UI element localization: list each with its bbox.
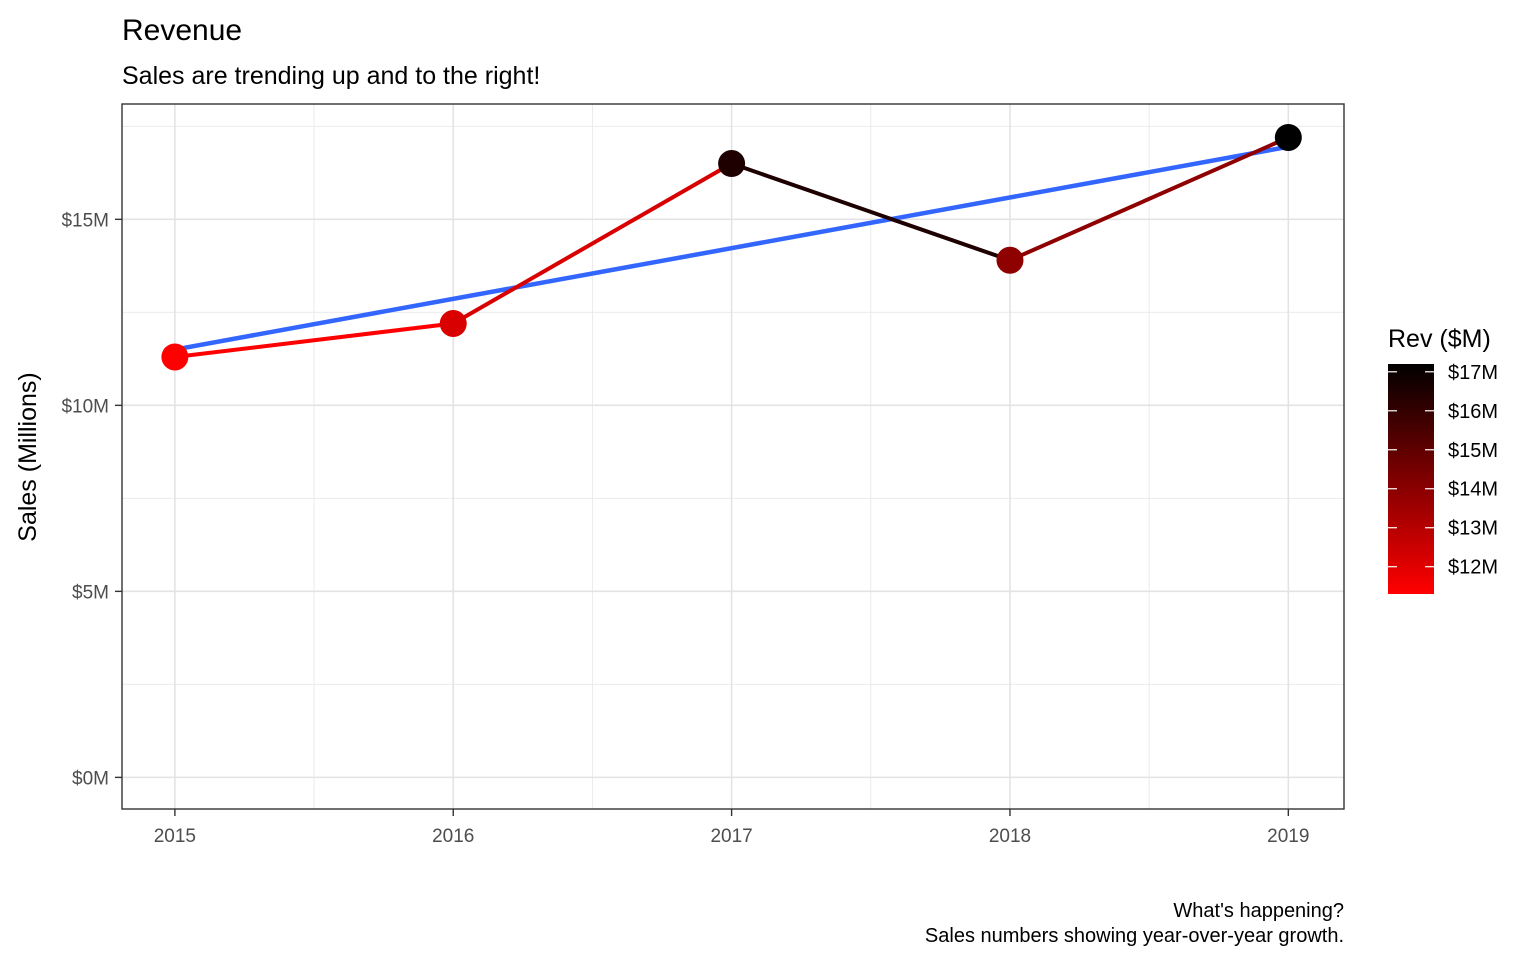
- trend-line-layer: [172, 144, 1291, 352]
- legend-colorbar: [1388, 364, 1434, 594]
- color-legend: Rev ($M) $12M $13M $14M $15M $16M $17M: [1388, 325, 1498, 594]
- y-tick-label: $5M: [72, 582, 109, 603]
- caption: What's happening? Sales numbers showing y…: [925, 900, 1344, 947]
- trend-line: [172, 144, 1291, 352]
- chart-title: Revenue: [122, 14, 242, 47]
- x-tick-label: 2018: [989, 826, 1031, 847]
- data-point: [996, 246, 1024, 274]
- x-tick-label: 2017: [710, 826, 752, 847]
- x-tick-label: 2016: [432, 826, 474, 847]
- legend-label: $13M: [1448, 518, 1498, 540]
- legend-label: $17M: [1448, 362, 1498, 384]
- series-layer: [172, 135, 1291, 359]
- y-tick-label: $15M: [61, 210, 109, 231]
- x-axis: 2015 2016 2017 2018 2019: [154, 809, 1309, 847]
- plot-panel: [122, 104, 1344, 809]
- series-line-segment: [1007, 135, 1291, 263]
- plot-border: [121, 103, 1345, 810]
- data-point: [439, 309, 467, 337]
- chart-subtitle: Sales are trending up and to the right!: [122, 62, 540, 90]
- x-tick-label: 2019: [1267, 826, 1309, 847]
- caption-line: Sales numbers showing year-over-year gro…: [925, 925, 1344, 947]
- points-layer: [161, 123, 1302, 371]
- legend-ticks: $12M $13M $14M $15M $16M $17M: [1388, 362, 1498, 579]
- y-axis-title: Sales (Millions): [14, 372, 42, 541]
- series-line-segment: [451, 161, 734, 326]
- y-tick-label: $10M: [61, 396, 109, 417]
- data-point: [161, 343, 189, 371]
- legend-label: $12M: [1448, 557, 1498, 579]
- legend-label: $15M: [1448, 440, 1498, 462]
- series-line-segment: [172, 321, 456, 359]
- legend-title: Rev ($M): [1388, 325, 1491, 353]
- series-line-segment: [729, 161, 1012, 263]
- legend-label: $14M: [1448, 479, 1498, 501]
- data-point: [1274, 123, 1302, 151]
- caption-line: What's happening?: [1173, 900, 1344, 922]
- grid-lines: [122, 104, 1344, 809]
- legend-label: $16M: [1448, 401, 1498, 423]
- data-point: [718, 150, 746, 178]
- y-axis: $0M $5M $10M $15M: [61, 210, 122, 789]
- x-tick-label: 2015: [154, 826, 196, 847]
- y-tick-label: $0M: [72, 768, 109, 789]
